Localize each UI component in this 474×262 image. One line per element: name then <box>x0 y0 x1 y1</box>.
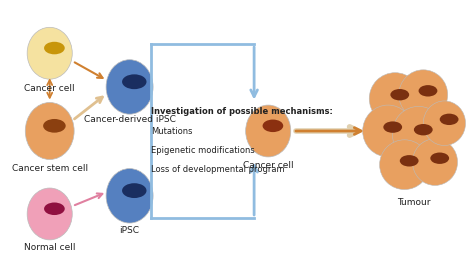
Ellipse shape <box>430 152 449 164</box>
Ellipse shape <box>122 74 146 89</box>
Ellipse shape <box>380 140 429 190</box>
Text: Tumour: Tumour <box>397 198 430 207</box>
Text: Cancer-derived iPSC: Cancer-derived iPSC <box>83 115 175 124</box>
Text: iPSC: iPSC <box>119 226 139 235</box>
Ellipse shape <box>106 60 153 114</box>
Ellipse shape <box>414 124 433 135</box>
Text: Loss of developmental program: Loss of developmental program <box>151 165 284 174</box>
Ellipse shape <box>399 70 448 119</box>
Ellipse shape <box>246 105 291 157</box>
Ellipse shape <box>400 155 419 167</box>
Ellipse shape <box>263 119 283 132</box>
Ellipse shape <box>106 168 153 223</box>
Text: Normal cell: Normal cell <box>24 243 75 252</box>
Ellipse shape <box>27 27 72 79</box>
Ellipse shape <box>122 183 146 198</box>
Ellipse shape <box>412 139 457 185</box>
Ellipse shape <box>391 89 409 100</box>
Text: Investigation of possible mechanisms:: Investigation of possible mechanisms: <box>151 107 333 116</box>
Ellipse shape <box>419 85 438 96</box>
Ellipse shape <box>25 102 74 160</box>
Text: Epigenetic modifications: Epigenetic modifications <box>151 146 255 155</box>
Ellipse shape <box>369 73 421 124</box>
Ellipse shape <box>440 114 458 125</box>
Ellipse shape <box>27 188 72 240</box>
Ellipse shape <box>43 119 66 133</box>
Text: Cancer cell: Cancer cell <box>24 84 75 93</box>
Ellipse shape <box>383 121 402 133</box>
Ellipse shape <box>44 42 65 54</box>
Ellipse shape <box>392 106 445 161</box>
Text: Mutations: Mutations <box>151 127 192 135</box>
Text: Cancer cell: Cancer cell <box>243 161 293 171</box>
Ellipse shape <box>44 203 65 215</box>
Text: Cancer stem cell: Cancer stem cell <box>12 164 88 173</box>
Ellipse shape <box>363 105 413 157</box>
Ellipse shape <box>423 101 465 145</box>
